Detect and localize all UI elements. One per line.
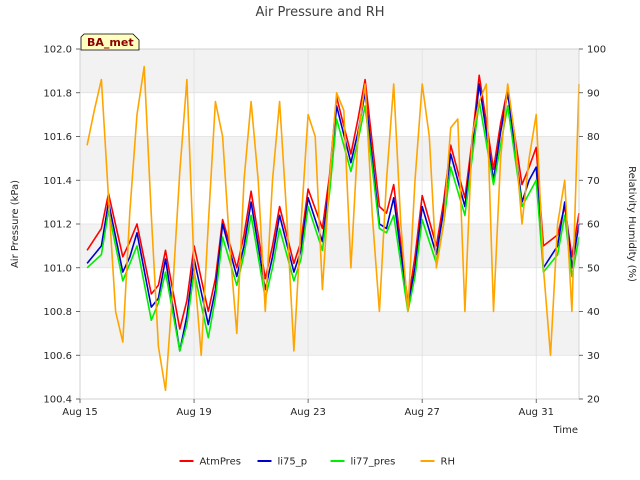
y-left-tick-label: 101.2 [43, 220, 72, 231]
legend-label-li77_pres: li77_pres [351, 457, 396, 468]
x-tick-label: Aug 23 [290, 407, 325, 418]
legend: AtmPres li75_p li77_pres RH [179, 457, 455, 468]
site-label: BA_met [87, 36, 134, 49]
y-left-tick-label: 100.8 [43, 307, 72, 318]
x-tick-label: Aug 31 [519, 407, 554, 418]
legend-label-AtmPres: AtmPres [200, 457, 241, 468]
y-left-tick-label: 101.8 [43, 88, 72, 99]
x-tick-label: Aug 15 [62, 407, 97, 418]
y-left-tick-label: 101.4 [43, 176, 72, 187]
y-right-tick-label: 70 [587, 176, 600, 187]
y-axis-left-title: Air Pressure (kPa) [10, 180, 21, 268]
background-band [80, 224, 579, 268]
site-label-frame [80, 33, 140, 51]
y-right-tick-label: 50 [587, 263, 600, 274]
series-line-RH [86, 65, 580, 392]
y-axis-right: 20 30 40 50 60 70 80 90 100 [579, 45, 606, 406]
legend-label-li75_p: li75_p [278, 457, 308, 468]
y-right-tick-label: 40 [587, 307, 600, 318]
legend-label-RH: RH [441, 457, 455, 468]
site-label-box: BA_met [80, 33, 140, 51]
y-left-tick-label: 101.6 [43, 132, 72, 143]
x-tick-label: Aug 19 [176, 407, 211, 418]
y-left-tick-label: 100.6 [43, 351, 72, 362]
y-right-tick-label: 100 [587, 45, 606, 56]
y-right-tick-label: 90 [587, 88, 600, 99]
y-left-tick-label: 101.0 [43, 263, 72, 274]
y-right-tick-label: 60 [587, 220, 600, 231]
background-bands [80, 49, 579, 356]
x-axis: Aug 15 Aug 19 Aug 23 Aug 27 Aug 31 [62, 399, 554, 418]
x-tick-label: Aug 27 [404, 407, 439, 418]
y-left-tick-label: 100.4 [43, 395, 72, 406]
x-axis-title: Time [553, 425, 578, 436]
y-right-tick-label: 80 [587, 132, 600, 143]
y-right-tick-label: 20 [587, 395, 600, 406]
y-axis-left: 100.4 100.6 100.8 101.0 101.2 101.4 101.6 101.8… [43, 45, 80, 406]
y-right-tick-label: 30 [587, 351, 600, 362]
y-axis-right-title: Relativity Humidity (%) [626, 166, 637, 282]
series-layer [86, 65, 580, 392]
chart-title: Air Pressure and RH [255, 5, 384, 20]
background-band [80, 49, 579, 93]
y-left-tick-label: 102.0 [43, 45, 72, 56]
background-band [80, 311, 579, 356]
